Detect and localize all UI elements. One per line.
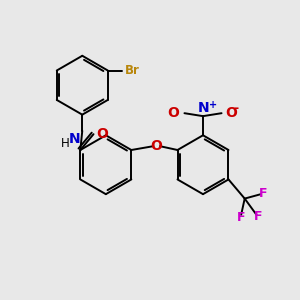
Text: N: N [68, 132, 80, 146]
Text: F: F [259, 187, 267, 200]
Text: O: O [168, 106, 179, 120]
Text: H: H [61, 137, 70, 150]
Text: O: O [96, 127, 108, 141]
Text: N: N [198, 101, 210, 115]
Text: F: F [236, 211, 245, 224]
Text: -: - [233, 102, 238, 115]
Text: +: + [209, 100, 217, 110]
Text: Br: Br [124, 64, 140, 77]
Text: O: O [150, 139, 162, 153]
Text: O: O [225, 106, 237, 120]
Text: F: F [254, 210, 262, 223]
